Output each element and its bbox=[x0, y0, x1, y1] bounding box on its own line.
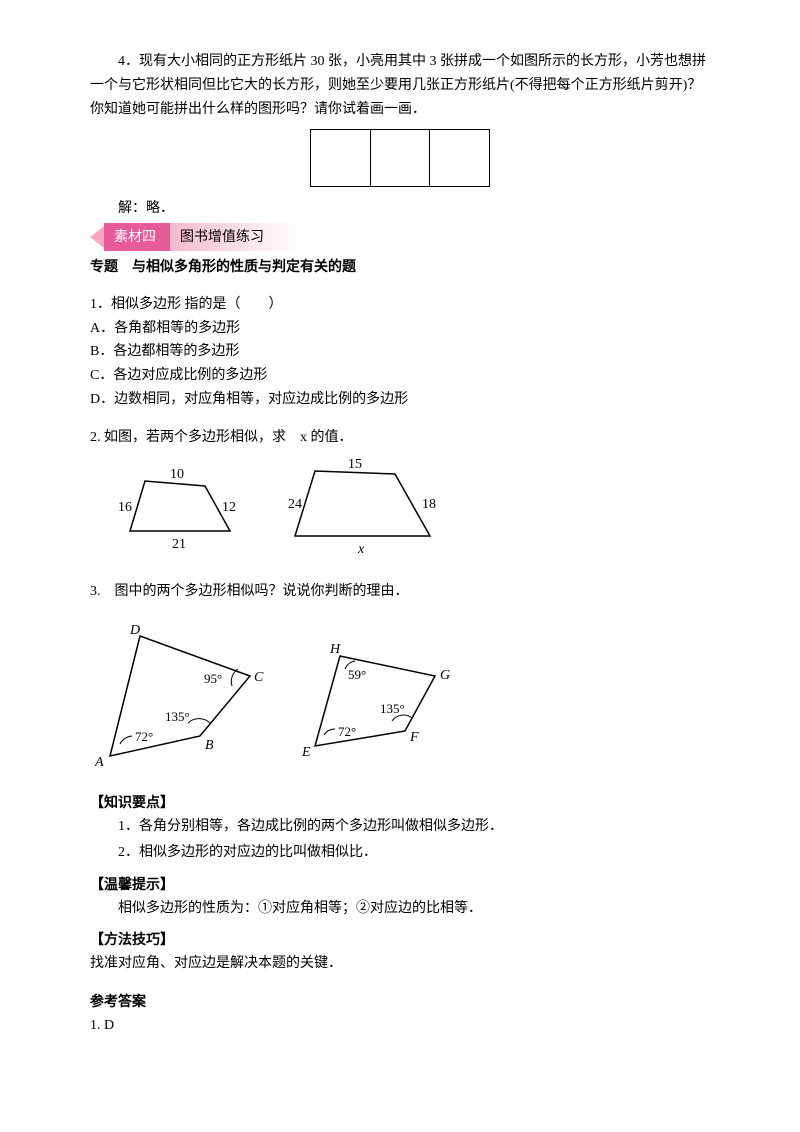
answers-title: 参考答案 bbox=[90, 990, 710, 1014]
q1-optB: B．各边都相等的多边形 bbox=[90, 340, 710, 364]
q3-left-quad bbox=[110, 636, 250, 756]
q3-block: 3. 图中的两个多边形相似吗？说说你判断的理由． A B C D 72° 135… bbox=[90, 580, 710, 772]
q2-block: 2. 如图，若两个多边形相似，求 x 的值． 16 10 12 21 24 15… bbox=[90, 426, 710, 566]
q3-F: F bbox=[409, 730, 419, 745]
three-squares-figure bbox=[310, 129, 490, 187]
q3-arc-A bbox=[120, 736, 132, 744]
topic-title: 专题 与相似多角形的性质与判定有关的题 bbox=[90, 255, 710, 279]
q4-answer: 解：略． bbox=[90, 197, 710, 221]
q3-arc-B bbox=[188, 719, 210, 723]
square-2 bbox=[371, 129, 431, 187]
method-title: 【方法技巧】 bbox=[90, 928, 710, 952]
q3-arc-E bbox=[324, 729, 335, 735]
q2-right-18: 18 bbox=[422, 497, 436, 512]
q3-r72: 72° bbox=[338, 724, 356, 739]
q3-B: B bbox=[205, 738, 214, 753]
q3-H: H bbox=[329, 642, 341, 657]
knowledge-2: 2．相似多边形的对应边的比叫做相似比． bbox=[90, 841, 710, 865]
q2-left-21: 21 bbox=[172, 537, 186, 552]
q2-right-24: 24 bbox=[288, 497, 302, 512]
section-banner: 素材四 图书增值练习 bbox=[90, 223, 710, 251]
knowledge-title: 【知识要点】 bbox=[90, 791, 710, 815]
q3-E: E bbox=[301, 745, 311, 760]
q1-optA: A．各角都相等的多边形 bbox=[90, 317, 710, 341]
banner-left: 素材四 bbox=[104, 223, 170, 251]
q1-text: 1．相似多边形 指的是（ ） bbox=[90, 293, 710, 317]
banner-triangle-icon bbox=[90, 226, 104, 248]
tips-1: 相似多边形的性质为：①对应角相等；②对应边的比相等． bbox=[90, 897, 710, 921]
answer-1: 1. D bbox=[90, 1014, 710, 1038]
q3-C: C bbox=[254, 670, 264, 685]
method-1: 找准对应角、对应边是解决本题的关键． bbox=[90, 952, 710, 976]
knowledge-1: 1．各角分别相等，各边成比例的两个多边形叫做相似多边形． bbox=[90, 815, 710, 839]
q3-G: G bbox=[440, 668, 450, 683]
q2-right-15: 15 bbox=[348, 457, 362, 472]
q2-right-quad bbox=[295, 471, 430, 536]
banner-right: 图书增值练习 bbox=[170, 223, 302, 251]
q2-right-x: x bbox=[357, 542, 365, 557]
q3-A: A bbox=[94, 755, 104, 770]
q2-left-16: 16 bbox=[118, 500, 132, 515]
q3-72: 72° bbox=[135, 729, 153, 744]
q1-optD: D．边数相同，对应角相等，对应边成比例的多边形 bbox=[90, 388, 710, 412]
q4-text: 4．现有大小相同的正方形纸片 30 张，小亮用其中 3 张拼成一个如图所示的长方… bbox=[90, 50, 710, 121]
q3-D: D bbox=[129, 623, 140, 638]
answers-block: 参考答案 1. D bbox=[90, 990, 710, 1038]
q1-optC: C．各边对应成比例的多边形 bbox=[90, 364, 710, 388]
square-3 bbox=[430, 129, 490, 187]
square-1 bbox=[310, 129, 371, 187]
q3-diagram: A B C D 72° 135° 95° E F G H 59° 72° 135… bbox=[90, 621, 710, 771]
q3-text: 3. 图中的两个多边形相似吗？说说你判断的理由． bbox=[90, 580, 710, 604]
q2-diagram: 16 10 12 21 24 15 18 x bbox=[90, 456, 710, 566]
q2-left-10: 10 bbox=[170, 467, 184, 482]
q3-svg: A B C D 72° 135° 95° E F G H 59° 72° 135… bbox=[90, 621, 510, 771]
q3-r135: 135° bbox=[380, 701, 405, 716]
q1-block: 1．相似多边形 指的是（ ） A．各角都相等的多边形 B．各边都相等的多边形 C… bbox=[90, 293, 710, 412]
q2-svg: 16 10 12 21 24 15 18 x bbox=[90, 456, 470, 566]
tips-title: 【温馨提示】 bbox=[90, 873, 710, 897]
q2-left-quad bbox=[130, 481, 230, 531]
q3-95: 95° bbox=[204, 671, 222, 686]
q2-text: 2. 如图，若两个多边形相似，求 x 的值． bbox=[90, 426, 710, 450]
q2-left-12: 12 bbox=[222, 500, 236, 515]
q3-135: 135° bbox=[165, 709, 190, 724]
q3-59: 59° bbox=[348, 667, 366, 682]
